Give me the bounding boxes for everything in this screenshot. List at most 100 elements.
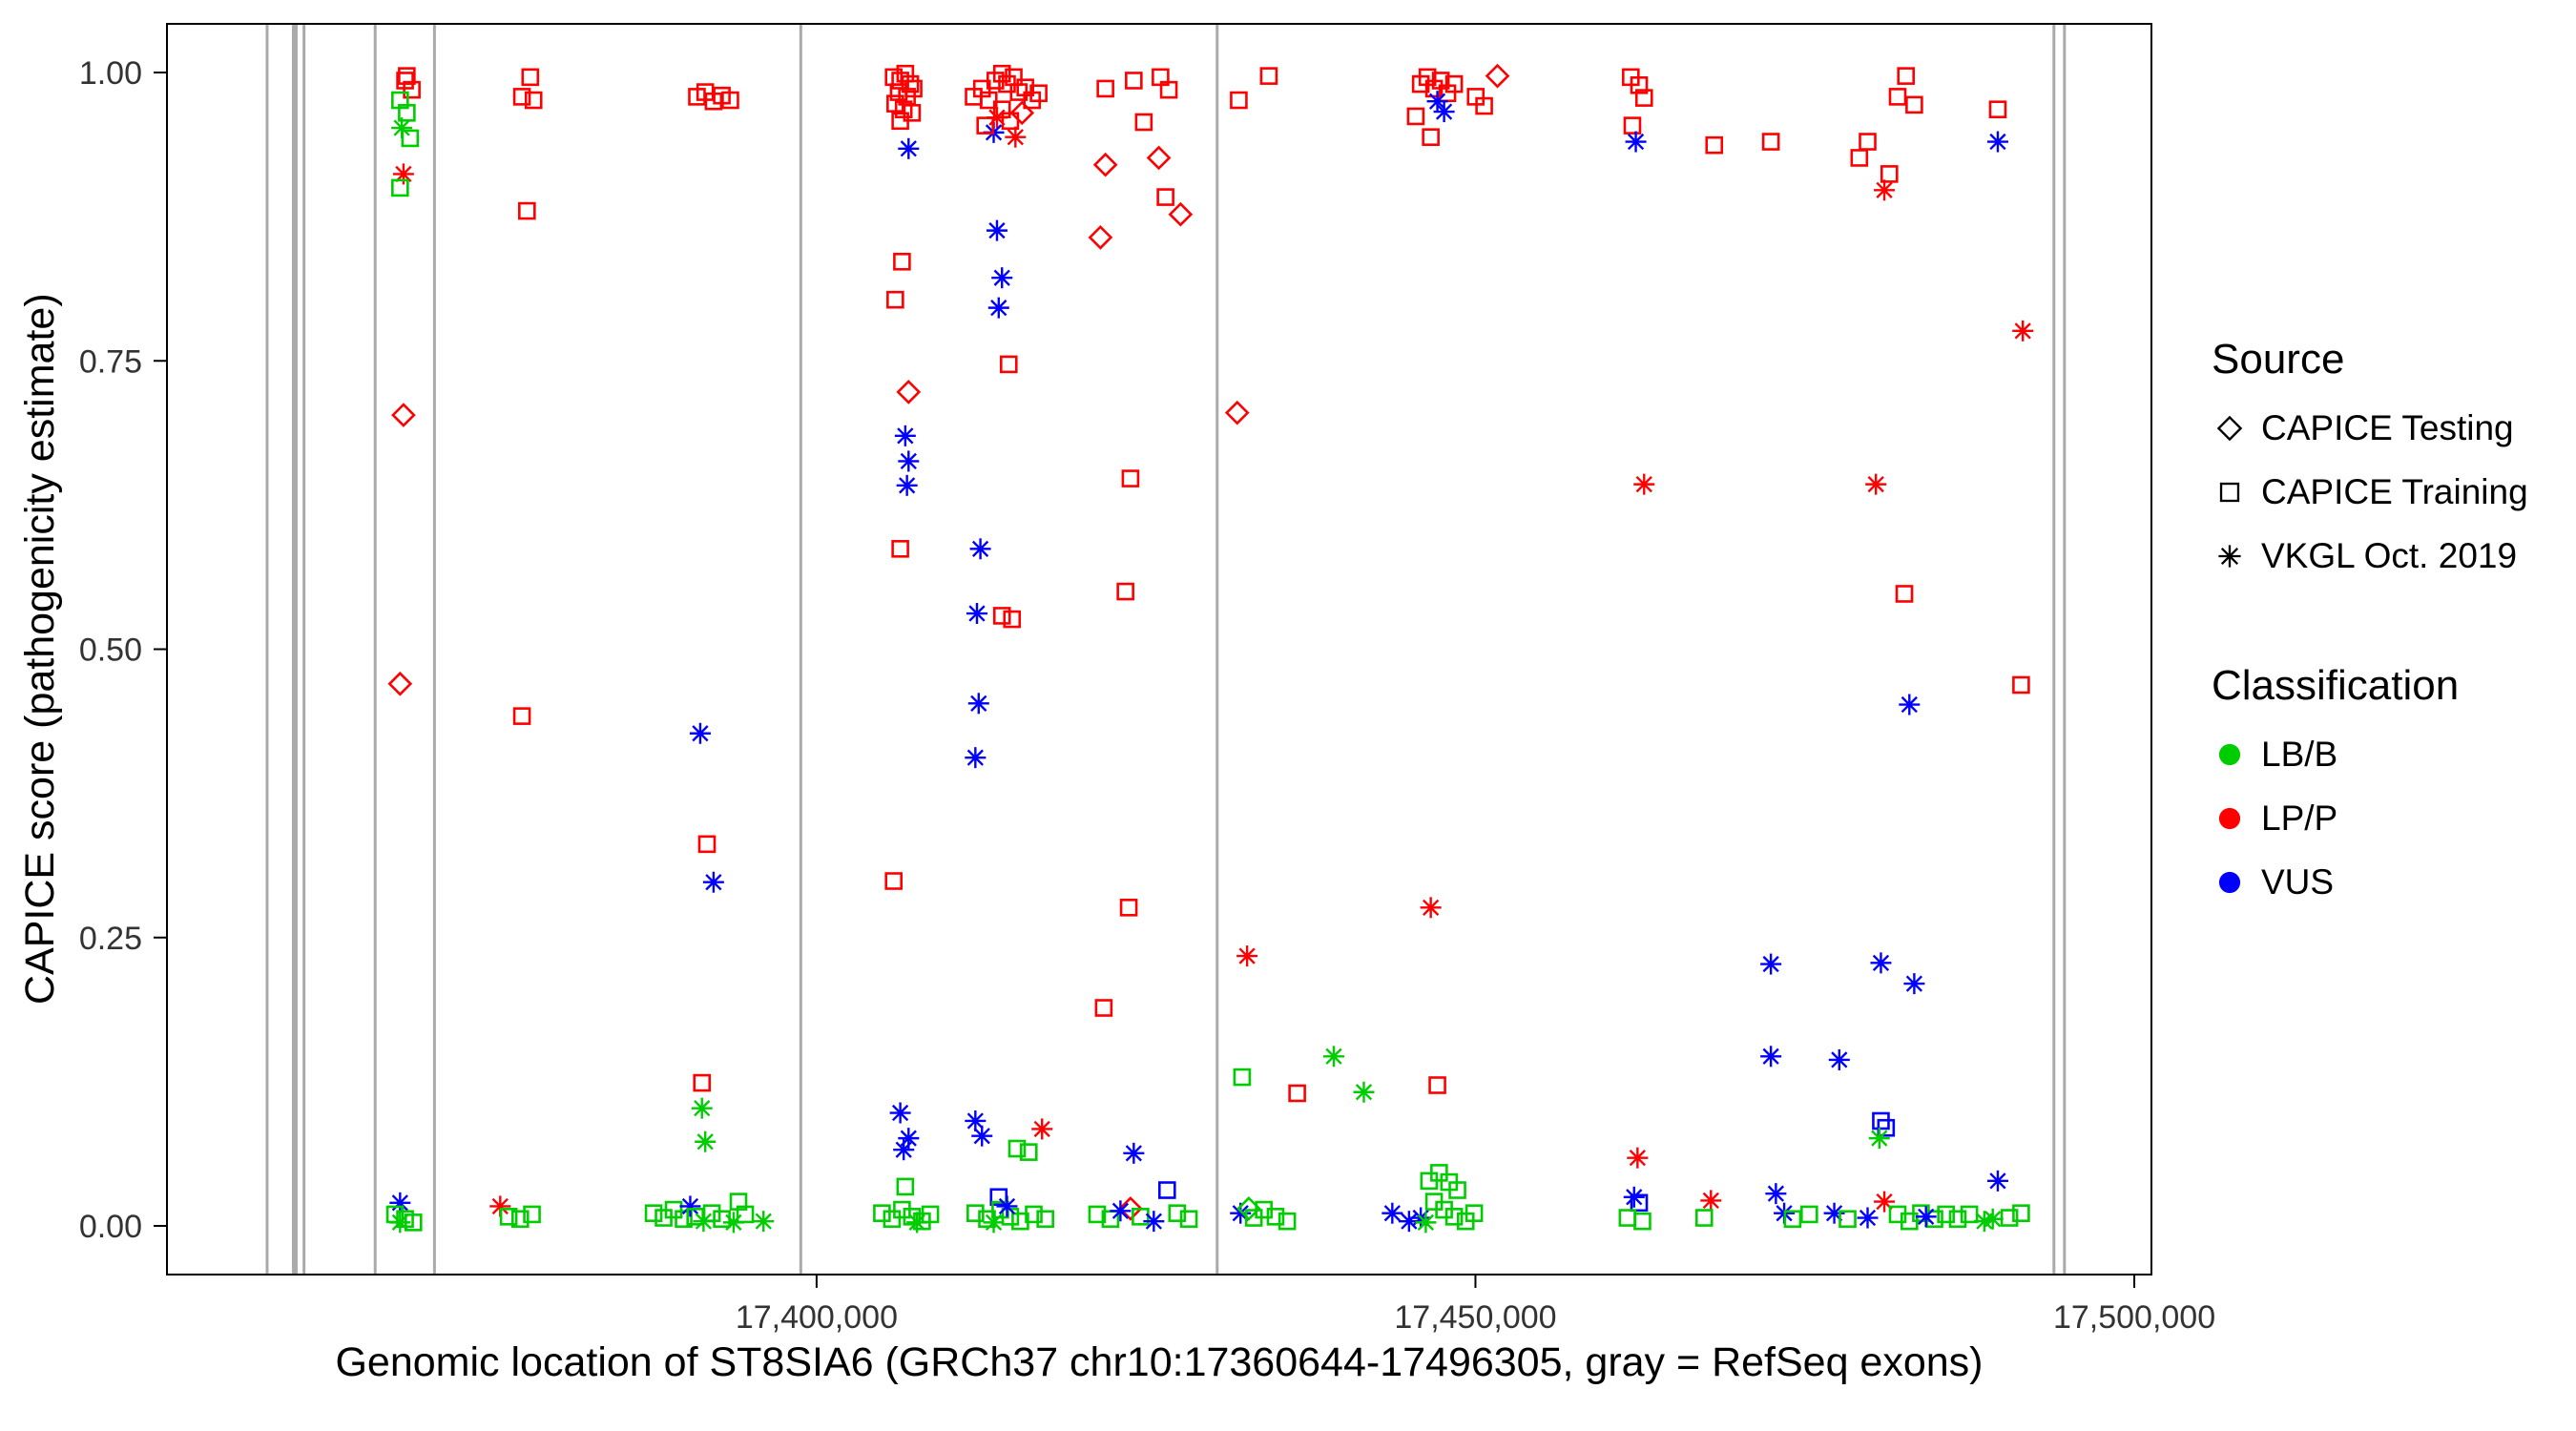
legend-source-group: Source CAPICE Testing CAPICE Training	[2212, 336, 2566, 578]
point-asterisk	[681, 1197, 699, 1215]
point-square	[1134, 113, 1153, 132]
point-asterisk	[899, 477, 916, 494]
point-square	[1119, 899, 1138, 917]
point-diamond	[391, 403, 416, 427]
point-square	[499, 1208, 518, 1226]
point-diamond	[896, 380, 922, 404]
point-asterisk	[1635, 475, 1652, 493]
legend-classification-title: Classification	[2212, 662, 2460, 709]
point-square	[403, 80, 421, 99]
point-square	[891, 112, 909, 131]
point-square	[664, 1200, 683, 1219]
point-asterisk	[1872, 954, 1890, 971]
point-diamond	[1168, 201, 1194, 227]
point-square	[1157, 1181, 1176, 1199]
point-asterisk	[985, 1213, 1003, 1231]
point-asterisk	[1417, 1213, 1435, 1231]
point-diamond	[1009, 100, 1035, 126]
point-diamond	[1224, 400, 1250, 425]
point-square	[966, 1204, 985, 1223]
point-square	[1897, 67, 1915, 85]
point-asterisk	[1125, 1145, 1142, 1162]
point-asterisk	[1984, 1211, 2002, 1228]
point-asterisk	[1767, 1185, 1785, 1202]
legend-source-title: Source	[2212, 336, 2345, 383]
point-asterisk	[1401, 1213, 1418, 1230]
point-square	[1156, 188, 1174, 206]
point-asterisk	[1627, 133, 1645, 151]
point-square	[1859, 133, 1877, 151]
point-square	[1937, 1205, 1955, 1224]
legend-item-capice-testing: CAPICE Testing	[2212, 406, 2566, 450]
point-asterisk	[1383, 1205, 1401, 1222]
point-asterisk	[1145, 1213, 1162, 1230]
point-square	[1444, 74, 1464, 93]
point-asterisk	[1702, 1192, 1719, 1210]
point-asterisk	[895, 1141, 912, 1158]
point-square	[992, 607, 1011, 625]
point-asterisk	[705, 874, 722, 891]
point-asterisk	[1871, 1130, 1888, 1147]
panel-border	[166, 23, 2152, 1275]
point-square	[1422, 128, 1440, 147]
point-square	[1116, 582, 1134, 601]
point-square	[1630, 1193, 1649, 1213]
point-square	[398, 104, 416, 122]
point-asterisk	[988, 222, 1006, 239]
point-square	[1003, 610, 1022, 629]
point-diamond	[1485, 63, 1510, 89]
point-square	[697, 835, 717, 854]
point-diamond	[1146, 145, 1172, 171]
open-diamond-icon	[2216, 415, 2243, 442]
legend-label-lbb: LB/B	[2261, 735, 2338, 774]
legend-label-lpp: LP/P	[2261, 798, 2338, 838]
point-asterisk	[1876, 181, 1893, 198]
point-square	[1850, 149, 1869, 167]
point-square	[512, 88, 531, 106]
point-square	[979, 91, 998, 110]
point-diamond	[387, 671, 413, 696]
legend-label-vus: VUS	[2261, 862, 2335, 902]
point-square	[1948, 1210, 1967, 1229]
point-square	[999, 355, 1018, 374]
legend-item-capice-training: CAPICE Training	[2212, 470, 2566, 514]
point-square	[512, 707, 531, 725]
point-asterisk	[1825, 1205, 1843, 1222]
legend-label-vkgl: VKGL Oct. 2019	[2261, 536, 2518, 575]
point-asterisk	[998, 1197, 1016, 1215]
point-square	[883, 1210, 902, 1229]
point-diamond	[1236, 1196, 1261, 1221]
point-square	[1988, 100, 2007, 118]
legend-label-capice-testing: CAPICE Testing	[2261, 408, 2514, 447]
point-square	[1905, 95, 1923, 114]
legend-label-capice-training: CAPICE Training	[2261, 472, 2528, 511]
point-square	[1230, 91, 1248, 110]
point-square	[391, 178, 409, 197]
point-square	[1025, 1205, 1043, 1224]
point-square	[1630, 75, 1649, 94]
point-square	[713, 1210, 731, 1229]
y-tick-label: 0.00	[79, 1209, 142, 1245]
point-square	[518, 201, 536, 220]
point-asterisk	[1355, 1084, 1373, 1101]
point-square	[896, 1177, 915, 1196]
point-asterisk	[966, 749, 984, 766]
x-tick-label: 17,500,000	[2053, 1299, 2215, 1336]
point-square	[1694, 1209, 1714, 1227]
point-square	[992, 64, 1011, 83]
point-square	[510, 1210, 530, 1229]
point-asterisk	[900, 452, 917, 470]
point-square	[1019, 1143, 1038, 1161]
point-asterisk	[993, 269, 1010, 286]
y-tick-label: 1.00	[79, 55, 142, 92]
point-asterisk	[1901, 695, 1918, 714]
point-square	[521, 68, 540, 87]
point-square	[524, 91, 543, 110]
point-square	[1448, 1181, 1466, 1199]
point-asterisk	[1238, 947, 1256, 964]
point-asterisk	[897, 427, 914, 445]
point-diamond	[1092, 152, 1118, 177]
point-square	[1125, 72, 1143, 90]
point-asterisk	[1989, 133, 2006, 151]
